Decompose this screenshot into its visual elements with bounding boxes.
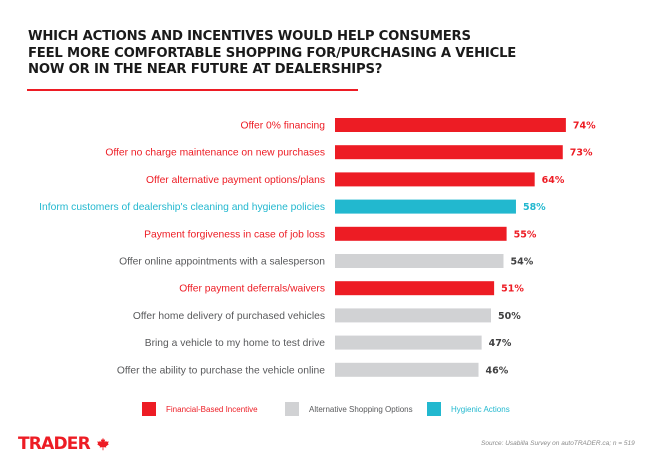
category-label: Bring a vehicle to my home to test drive xyxy=(145,338,326,349)
value-label: 73% xyxy=(570,148,593,159)
legend-swatch xyxy=(427,402,441,416)
chart-title: WHICH ACTIONS AND INCENTIVES WOULD HELP … xyxy=(28,29,517,79)
legend-swatch xyxy=(142,402,156,416)
bar-alternative xyxy=(335,362,479,377)
value-label: 64% xyxy=(542,175,565,186)
source-note: Source: Usabilla Survey on autoTRADER.ca… xyxy=(481,440,635,447)
value-label: 51% xyxy=(501,284,524,295)
legend-label: Alternative Shopping Options xyxy=(309,404,413,414)
bar-financial xyxy=(335,281,495,296)
category-label: Offer 0% financing xyxy=(240,121,325,132)
category-label: Offer no charge maintenance on new purch… xyxy=(105,148,325,159)
category-label: Offer alternative payment options/plans xyxy=(146,175,325,186)
title-underline xyxy=(27,89,358,91)
value-label: 74% xyxy=(573,121,596,132)
category-label: Payment forgiveness in case of job loss xyxy=(144,229,325,240)
trader-logo: TRADER xyxy=(18,434,110,454)
bar-financial xyxy=(335,226,507,241)
legend-label: Hygienic Actions xyxy=(451,404,510,414)
value-label: 50% xyxy=(498,311,521,322)
category-label: Offer home delivery of purchased vehicle… xyxy=(133,311,325,322)
bar-financial xyxy=(335,118,566,132)
bar-alternative xyxy=(335,335,482,350)
value-label: 47% xyxy=(489,338,512,349)
maple-leaf-icon xyxy=(96,437,109,451)
title-line-1: WHICH ACTIONS AND INCENTIVES WOULD HELP … xyxy=(28,29,471,44)
legend-item-alternative: Alternative Shopping Options xyxy=(285,402,413,416)
value-label: 58% xyxy=(523,202,546,213)
bar-alternative xyxy=(335,308,491,323)
bar-financial xyxy=(335,145,563,160)
value-label: 55% xyxy=(514,229,537,240)
legend-label: Financial-Based Incentive xyxy=(166,404,258,414)
legend-item-financial: Financial-Based Incentive xyxy=(142,402,258,416)
category-label: Offer the ability to purchase the vehicl… xyxy=(117,365,325,376)
value-label: 46% xyxy=(486,365,509,376)
logo-text: TRADER xyxy=(18,434,91,454)
bar-financial xyxy=(335,172,535,187)
category-label: Offer online appointments with a salespe… xyxy=(119,257,325,268)
value-label: 54% xyxy=(510,257,533,268)
chart-legend: Financial-Based Incentive Alternative Sho… xyxy=(0,402,650,418)
category-label: Inform customers of dealership's cleanin… xyxy=(39,202,325,213)
legend-item-hygienic: Hygienic Actions xyxy=(427,402,510,416)
bar-alternative xyxy=(335,254,504,268)
legend-swatch xyxy=(285,402,299,416)
bar-chart: Offer 0% financing 74% Offer no charge mai… xyxy=(39,118,596,377)
category-label: Offer payment deferrals/waivers xyxy=(179,284,325,295)
bar-hygienic xyxy=(335,199,516,214)
title-line-3: NOW OR IN THE NEAR FUTURE AT DEALERSHIPS… xyxy=(28,62,383,77)
title-line-2: FEEL MORE COMFORTABLE SHOPPING FOR/PURCH… xyxy=(28,45,517,61)
